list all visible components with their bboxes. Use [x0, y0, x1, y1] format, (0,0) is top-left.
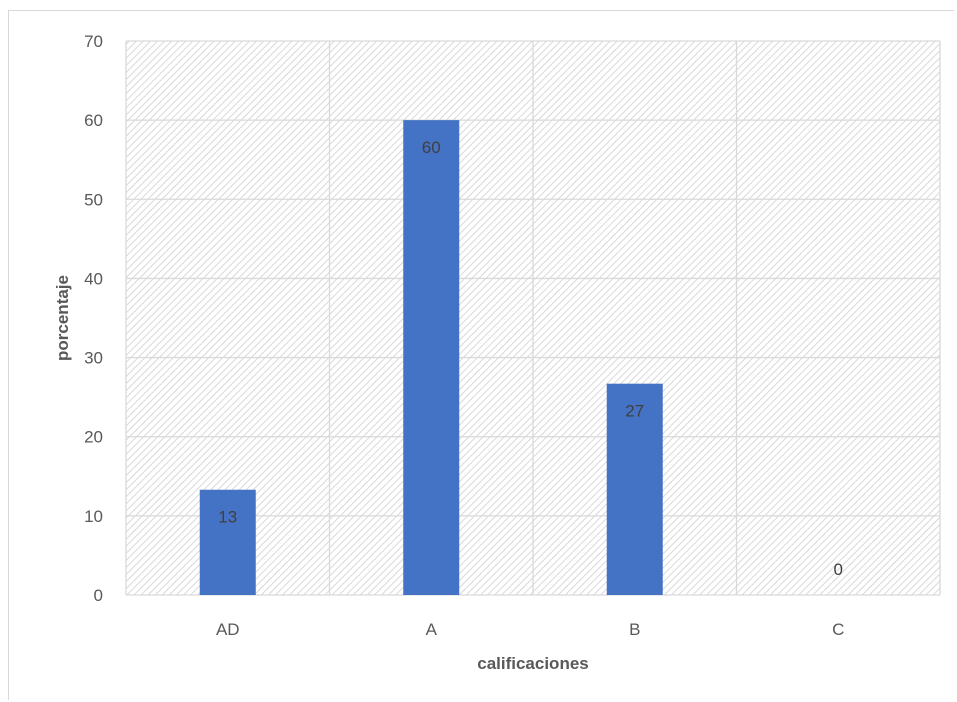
y-axis-title: porcentaje [53, 275, 72, 361]
bar-b [606, 383, 663, 595]
data-label: 13 [218, 508, 237, 527]
x-tick-label: B [629, 620, 640, 639]
y-axis-ticks: 0 10 20 30 40 50 60 70 [84, 32, 103, 605]
bar-a [403, 120, 460, 596]
data-label: 0 [834, 560, 843, 579]
bar-ad [199, 489, 256, 595]
x-axis-ticks: AD A B C [216, 620, 844, 639]
x-axis-title: calificaciones [477, 654, 589, 673]
y-tick-label: 20 [84, 428, 103, 447]
y-tick-label: 10 [84, 507, 103, 526]
chart-frame [8, 10, 954, 700]
y-tick-label: 60 [84, 111, 103, 130]
data-label: 27 [625, 402, 644, 421]
y-tick-label: 50 [84, 190, 103, 209]
gridlines [125, 40, 941, 596]
x-tick-label: C [832, 620, 844, 639]
y-tick-label: 0 [94, 586, 103, 605]
bars [199, 120, 663, 596]
x-tick-label: AD [216, 620, 240, 639]
data-label: 60 [422, 138, 441, 157]
x-tick-label: A [426, 620, 438, 639]
data-labels: 13 60 27 0 [218, 138, 843, 579]
y-tick-label: 70 [84, 32, 103, 51]
y-tick-label: 40 [84, 269, 103, 288]
y-tick-label: 30 [84, 349, 103, 368]
